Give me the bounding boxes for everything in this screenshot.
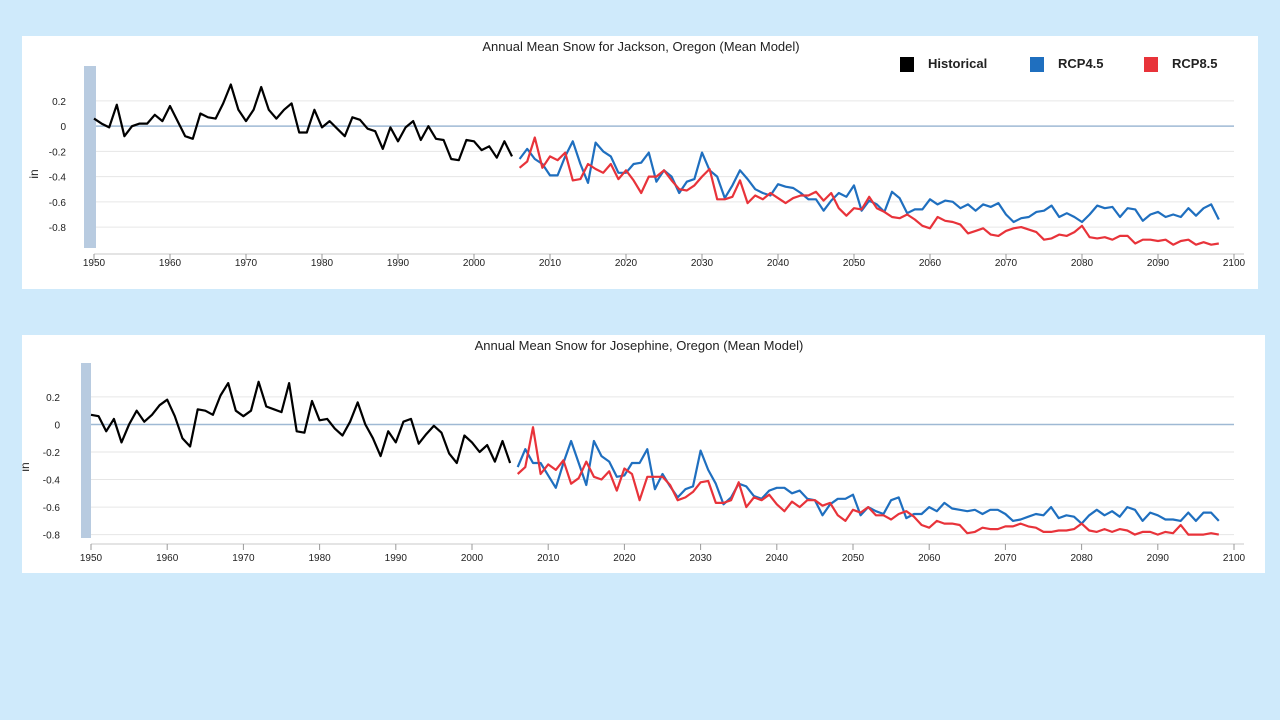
y-axis-label: in xyxy=(22,462,32,471)
x-tick-label: 1950 xyxy=(80,553,103,564)
chart-svg-josephine: Annual Mean Snow for Josephine, Oregon (… xyxy=(22,338,1246,564)
x-tick-label: 2100 xyxy=(1223,258,1246,269)
series-line-rcp85 xyxy=(516,426,1219,536)
x-tick-label: 2030 xyxy=(689,553,712,564)
x-tick-label: 2020 xyxy=(613,553,636,564)
x-tick-label: 2040 xyxy=(766,553,789,564)
x-tick-label: 2060 xyxy=(919,258,942,269)
series-line-rcp45 xyxy=(516,439,1220,525)
x-tick-label: 2090 xyxy=(1147,258,1170,269)
chart-svg-jackson: Annual Mean Snow for Jackson, Oregon (Me… xyxy=(27,39,1246,269)
y-axis-label: in xyxy=(27,169,41,178)
x-tick-label: 1980 xyxy=(311,258,334,269)
x-tick-label: 2040 xyxy=(767,258,790,269)
x-tick-label: 2080 xyxy=(1071,258,1094,269)
y-tick-label: -0.4 xyxy=(49,173,67,184)
legend-swatch-rcp85 xyxy=(1144,57,1158,72)
series-line-historical xyxy=(93,83,513,162)
x-tick-label: 1990 xyxy=(387,258,410,269)
x-tick-label: 2010 xyxy=(539,258,562,269)
chart-title: Annual Mean Snow for Jackson, Oregon (Me… xyxy=(482,39,799,54)
x-tick-label: 2030 xyxy=(691,258,714,269)
x-tick-label: 1980 xyxy=(308,553,331,564)
y-tick-label: -0.2 xyxy=(49,147,67,158)
legend: Historical RCP4.5 RCP8.5 xyxy=(900,56,1218,72)
y-axis-bar xyxy=(81,363,91,538)
y-tick-label: -0.6 xyxy=(49,198,67,209)
chart-panel-josephine: Annual Mean Snow for Josephine, Oregon (… xyxy=(22,335,1265,573)
series-line-historical xyxy=(90,380,512,465)
series-line-rcp45 xyxy=(518,140,1220,224)
y-tick-label: -0.6 xyxy=(43,503,61,514)
x-tick-label: 2100 xyxy=(1223,553,1246,564)
x-tick-label: 2090 xyxy=(1147,553,1170,564)
x-tick-label: 2080 xyxy=(1070,553,1093,564)
legend-label-rcp45: RCP4.5 xyxy=(1058,56,1104,71)
x-tick-label: 2060 xyxy=(918,553,941,564)
chart-title: Annual Mean Snow for Josephine, Oregon (… xyxy=(475,338,804,353)
legend-swatch-rcp45 xyxy=(1030,57,1044,72)
x-tick-label: 2020 xyxy=(615,258,638,269)
x-tick-label: 2010 xyxy=(537,553,560,564)
x-tick-label: 1960 xyxy=(159,258,182,269)
x-tick-label: 2050 xyxy=(842,553,865,564)
y-tick-label: -0.8 xyxy=(43,531,61,542)
x-tick-label: 1970 xyxy=(235,258,258,269)
x-tick-label: 1990 xyxy=(385,553,408,564)
y-tick-label: -0.2 xyxy=(43,448,61,459)
x-tick-label: 1960 xyxy=(156,553,179,564)
chart-panel-jackson: Annual Mean Snow for Jackson, Oregon (Me… xyxy=(22,36,1258,289)
plot-area xyxy=(84,66,1244,260)
x-tick-label: 2070 xyxy=(995,258,1018,269)
legend-swatch-historical xyxy=(900,57,914,72)
series-line-rcp85 xyxy=(518,136,1219,246)
x-tick-label: 1950 xyxy=(83,258,106,269)
y-tick-label: 0.2 xyxy=(46,393,60,404)
x-tick-label: 1970 xyxy=(232,553,255,564)
y-tick-label: 0.2 xyxy=(52,97,66,108)
legend-label-historical: Historical xyxy=(928,56,987,71)
y-axis-bar xyxy=(84,66,96,248)
x-tick-label: 2000 xyxy=(461,553,484,564)
x-tick-label: 2050 xyxy=(843,258,866,269)
x-tick-label: 2070 xyxy=(994,553,1017,564)
y-tick-label: 0 xyxy=(54,420,60,431)
y-tick-label: -0.8 xyxy=(49,223,67,234)
x-tick-label: 2000 xyxy=(463,258,486,269)
y-tick-label: 0 xyxy=(60,122,66,133)
plot-area xyxy=(81,363,1244,550)
y-tick-label: -0.4 xyxy=(43,476,61,487)
legend-label-rcp85: RCP8.5 xyxy=(1172,56,1218,71)
